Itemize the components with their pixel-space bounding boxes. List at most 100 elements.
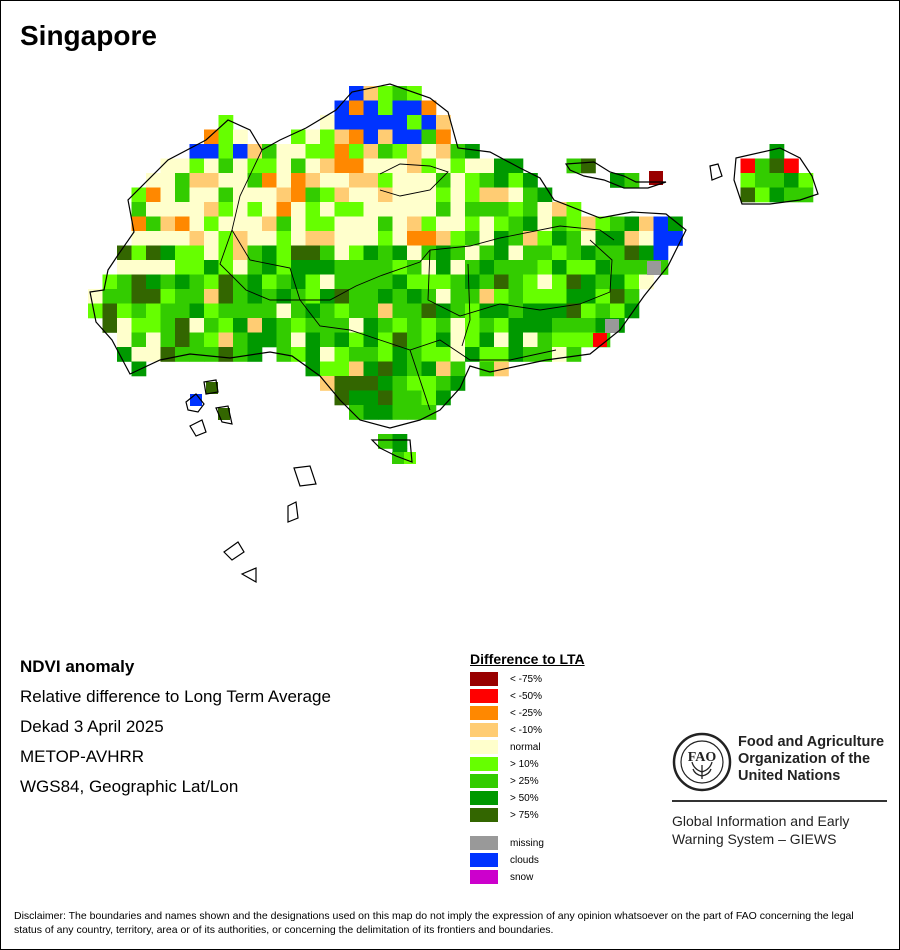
ndvi-pixel (465, 245, 480, 261)
ndvi-pixel (784, 173, 799, 188)
ndvi-pixel (218, 260, 234, 275)
ndvi-pixel (334, 376, 350, 391)
ndvi-pixel (740, 173, 756, 188)
ndvi-pixel (305, 158, 321, 174)
ndvi-pixel (581, 216, 596, 232)
ndvi-pixel (378, 303, 393, 319)
ndvi-pixel (407, 216, 422, 232)
ndvi-pixel (189, 202, 205, 217)
ndvi-pixel (305, 332, 321, 348)
ndvi-pixel (450, 332, 466, 348)
ndvi-pixel (305, 318, 321, 333)
ndvi-pixel (740, 187, 756, 203)
district-boundary (231, 149, 615, 301)
ndvi-pixel (262, 303, 277, 319)
ndvi-pixel (175, 216, 190, 232)
ndvi-pixel (566, 245, 582, 261)
ndvi-pixel (233, 289, 248, 304)
ndvi-pixel (175, 303, 190, 319)
ndvi-pixel (247, 144, 263, 159)
ndvi-pixel (769, 173, 785, 188)
ndvi-pixel (624, 231, 640, 246)
ndvi-pixel (131, 216, 147, 232)
ndvi-pixel (537, 332, 553, 348)
ndvi-pixel (204, 303, 219, 319)
ndvi-pixel (206, 382, 218, 394)
ndvi-pixel (160, 216, 176, 232)
ndvi-pixel (465, 231, 480, 246)
ndvi-pixel (552, 303, 567, 319)
ndvi-pixel (479, 332, 495, 348)
ndvi-pixel (146, 216, 161, 232)
ndvi-pixel (363, 361, 379, 377)
coastline-southern-island (370, 439, 413, 463)
ndvi-pixel (407, 245, 422, 261)
ndvi-pixel (392, 434, 408, 449)
legend-item: < -75% (470, 672, 542, 686)
ndvi-pixel (392, 158, 408, 174)
ndvi-pixel (595, 260, 611, 275)
ndvi-pixel (769, 158, 785, 174)
ndvi-pixel (479, 245, 495, 261)
district-boundary (219, 229, 300, 301)
ndvi-pixel (146, 187, 161, 203)
ndvi-pixel (392, 144, 408, 159)
ndvi-pixel (334, 173, 350, 188)
ndvi-pixel (479, 260, 495, 275)
ndvi-pixel (320, 231, 335, 246)
ndvi-pixel (175, 274, 190, 290)
ndvi-pixel (508, 245, 524, 261)
ndvi-pixel (218, 347, 234, 362)
ndvi-pixel (204, 231, 219, 246)
ndvi-pixel (233, 202, 248, 217)
ndvi-pixel (320, 129, 335, 145)
legend-swatch (470, 706, 498, 720)
info-line-4: WGS84, Geographic Lat/Lon (20, 777, 239, 796)
ndvi-pixel (88, 303, 103, 319)
ndvi-pixel (639, 231, 654, 246)
ndvi-pixel (291, 289, 306, 304)
ndvi-pixel (378, 274, 393, 290)
legend-item: snow (470, 870, 533, 884)
ndvi-pixel (479, 347, 495, 362)
ndvi-pixel (450, 318, 466, 333)
map-title: Singapore (20, 20, 157, 51)
ndvi-pixel (189, 332, 205, 348)
ndvi-pixel (189, 303, 205, 319)
ndvi-pixel (392, 245, 408, 261)
ndvi-pixel (392, 86, 408, 101)
ndvi-pixel (276, 187, 292, 203)
legend-item: missing (470, 836, 544, 850)
ndvi-pixel (624, 289, 640, 304)
ndvi-anomaly-map (88, 83, 819, 584)
ndvi-pixel (363, 245, 379, 261)
ndvi-pixel (320, 115, 335, 130)
ndvi-pixel (649, 171, 663, 185)
ndvi-pixel (465, 202, 480, 217)
ndvi-pixel (363, 86, 379, 101)
ndvi-pixel (581, 158, 596, 174)
ndvi-pixel (624, 260, 640, 275)
ndvi-pixel (610, 260, 625, 275)
ndvi-pixel (349, 274, 364, 290)
ndvi-pixel (160, 231, 176, 246)
ndvi-pixel (233, 303, 248, 319)
ndvi-pixel (363, 231, 379, 246)
ndvi-pixel (595, 245, 611, 261)
ndvi-pixel (276, 274, 292, 290)
legend-label: > 50% (510, 792, 539, 804)
ndvi-pixel (291, 318, 306, 333)
ndvi-pixel (218, 129, 234, 145)
legend-label: < -10% (510, 724, 542, 736)
legend-label: < -25% (510, 707, 542, 719)
ndvi-pixel (523, 347, 538, 362)
ndvi-pixel (204, 216, 219, 232)
district-boundary (409, 349, 431, 411)
ndvi-pixel (305, 274, 321, 290)
info-line-3: METOP-AVHRR (20, 747, 145, 766)
ndvi-pixel (247, 289, 263, 304)
ndvi-pixel (436, 158, 451, 174)
ndvi-pixel (247, 245, 263, 261)
ndvi-pixel (494, 202, 509, 217)
ndvi-pixel (378, 434, 393, 449)
